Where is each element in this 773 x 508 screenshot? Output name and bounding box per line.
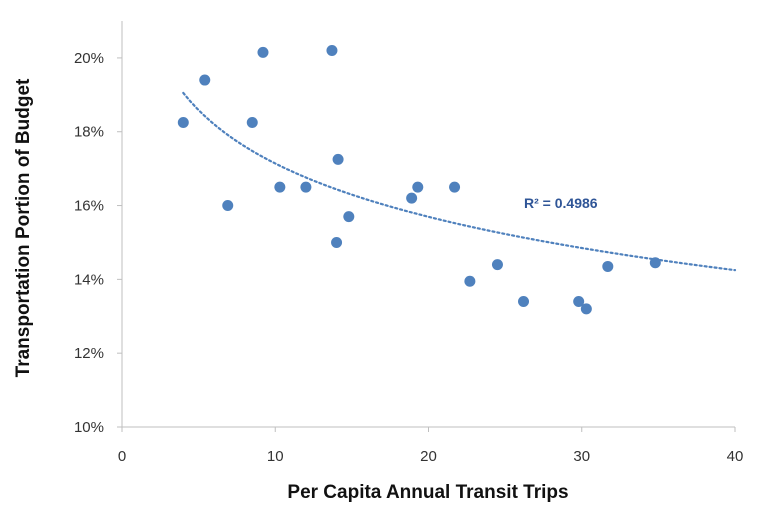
y-axis-title: Transportation Portion of Budget: [13, 78, 34, 377]
y-tick-label: 16%: [74, 198, 104, 215]
data-point: [222, 200, 234, 212]
data-point: [464, 275, 476, 287]
y-tick-label: 14%: [74, 271, 104, 288]
trendline: [182, 91, 737, 272]
x-tick-label: 10: [267, 448, 284, 465]
x-tick-label: 40: [727, 448, 744, 465]
data-point: [602, 260, 614, 272]
data-point: [343, 211, 355, 223]
data-point: [449, 181, 461, 193]
x-tick-label: 0: [118, 448, 126, 465]
y-tick-label: 20%: [74, 50, 104, 67]
data-points: [177, 45, 661, 315]
data-point: [300, 181, 312, 193]
data-point: [649, 257, 661, 269]
r-squared-label: R² = 0.4986: [524, 195, 598, 211]
data-point: [199, 74, 211, 86]
data-point: [331, 236, 343, 248]
data-point: [177, 117, 189, 128]
data-point: [580, 303, 592, 315]
x-tick-label: 20: [420, 448, 437, 465]
data-point: [326, 45, 338, 57]
y-tick-label: 18%: [74, 124, 104, 141]
data-point: [518, 296, 530, 308]
data-point: [406, 192, 418, 204]
data-point: [274, 181, 286, 193]
x-axis-title: Per Capita Annual Transit Trips: [287, 482, 568, 503]
y-tick-labels: 10% 12% 14% 16% 18% 20%: [74, 50, 104, 436]
y-tick-label: 10%: [74, 419, 104, 436]
data-point: [332, 153, 344, 165]
axes: [117, 21, 736, 432]
x-tick-labels: 0 10 20 30 40: [118, 448, 744, 465]
data-point: [246, 117, 258, 128]
data-point: [257, 46, 269, 58]
data-point: [573, 296, 585, 308]
data-point: [491, 259, 503, 271]
y-tick-label: 12%: [74, 345, 104, 362]
x-tick-label: 30: [573, 448, 590, 465]
data-point: [412, 181, 424, 193]
